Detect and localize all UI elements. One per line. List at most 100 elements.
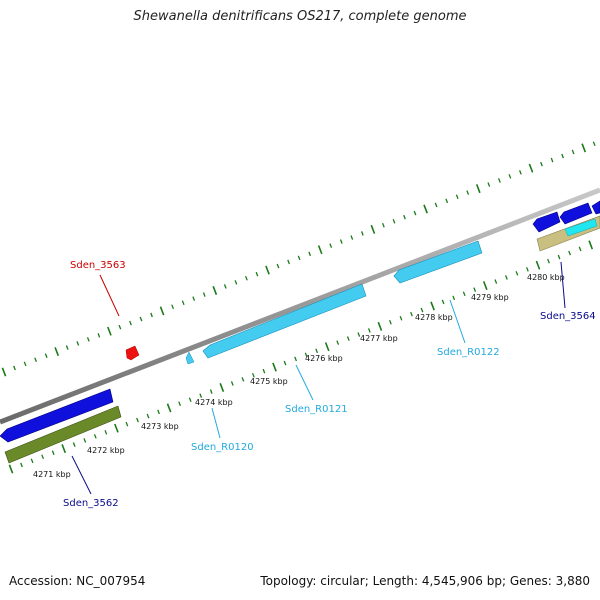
minor-tick <box>181 300 185 306</box>
minor-tick <box>350 235 354 240</box>
accession-footer: Accession: NC_007954 <box>9 574 145 588</box>
gene-features <box>0 200 600 464</box>
minor-tick <box>23 361 27 367</box>
major-tick <box>1 367 7 377</box>
major-tick <box>370 224 376 234</box>
tick-label-4276: 4276 kbp <box>305 354 343 363</box>
gene-right-blue-3[interactable] <box>591 200 600 215</box>
minor-tick <box>199 393 203 398</box>
major-tick <box>166 403 172 413</box>
major-tick <box>265 265 270 275</box>
minor-tick <box>339 239 343 244</box>
genome-backbone <box>0 187 600 425</box>
minor-tick <box>93 434 97 439</box>
minor-tick <box>97 333 101 338</box>
accession-label: Accession: <box>9 574 73 588</box>
minor-tick <box>13 365 16 371</box>
label-sden-r0120[interactable]: Sden_R0120 <box>191 442 254 453</box>
minor-tick <box>255 271 259 277</box>
major-tick <box>475 184 481 194</box>
minor-tick <box>297 255 301 261</box>
label-sden-3562[interactable]: Sden_3562 <box>63 498 119 509</box>
minor-tick <box>20 462 23 468</box>
label-sden-3563[interactable]: Sden_3563 <box>70 260 126 271</box>
tick-label-4275: 4275 kbp <box>250 377 288 386</box>
label-leaders <box>71 261 566 495</box>
major-tick <box>8 464 14 474</box>
minor-tick <box>360 231 364 236</box>
tick-label-4272: 4272 kbp <box>87 446 125 455</box>
minor-tick <box>230 381 234 386</box>
minor-tick <box>346 336 350 341</box>
gene-right-blue-1[interactable] <box>532 211 561 233</box>
major-tick <box>482 281 488 291</box>
gene-sden-3563[interactable] <box>125 345 140 361</box>
tick-label-4277: 4277 kbp <box>360 334 398 343</box>
minor-tick <box>473 287 477 292</box>
gene-sden-r0122[interactable] <box>393 240 483 284</box>
gene-right-blue-2[interactable] <box>559 202 593 225</box>
minor-tick <box>466 190 470 195</box>
minor-tick <box>136 417 139 423</box>
length-label: Length: <box>372 574 419 588</box>
label-sden-3564[interactable]: Sden_3564 <box>540 311 596 322</box>
minor-tick <box>287 259 291 265</box>
minor-tick <box>30 458 34 464</box>
minor-tick <box>294 356 298 362</box>
major-tick <box>588 240 594 250</box>
leader-sden-3564 <box>560 261 566 309</box>
minor-tick <box>76 341 80 346</box>
minor-tick <box>65 345 69 350</box>
gene-sden-r0120[interactable] <box>185 351 195 365</box>
major-tick <box>324 342 330 352</box>
tick-label-4273: 4273 kbp <box>141 422 179 431</box>
olive-feature[interactable] <box>4 405 122 464</box>
minor-tick <box>51 450 55 456</box>
major-tick <box>107 326 112 336</box>
minor-tick <box>129 320 132 326</box>
minor-tick <box>557 254 561 260</box>
label-sden-r0121[interactable]: Sden_R0121 <box>285 404 348 415</box>
minor-tick <box>504 275 508 280</box>
gene-sden-3562[interactable] <box>0 388 114 443</box>
minor-tick <box>125 421 129 427</box>
minor-tick <box>540 161 543 167</box>
leader-sden-3563 <box>99 274 120 317</box>
genome-stats-footer: Topology: circular; Length: 4,545,906 bp… <box>260 574 590 588</box>
minor-tick <box>441 299 445 305</box>
minor-tick <box>592 141 596 147</box>
minor-tick <box>420 307 424 313</box>
gene-name-labels: Sden_3563 Sden_3562 Sden_R0120 Sden_R012… <box>63 260 596 509</box>
minor-tick <box>445 198 449 204</box>
major-tick <box>212 286 218 295</box>
minor-tick <box>578 246 582 252</box>
minor-tick <box>146 413 150 419</box>
minor-tick <box>83 438 87 443</box>
leader-sden-r0121 <box>295 364 314 401</box>
minor-tick <box>202 292 206 297</box>
upper-tick-track <box>1 141 596 377</box>
minor-tick <box>381 222 385 228</box>
length-value: 4,545,906 bp <box>421 574 502 588</box>
minor-tick <box>251 372 255 378</box>
label-sden-r0122[interactable]: Sden_R0122 <box>437 347 500 358</box>
minor-tick <box>44 353 48 359</box>
minor-tick <box>392 218 396 224</box>
cyan-feature[interactable] <box>564 218 598 237</box>
major-tick <box>159 306 165 316</box>
minor-tick <box>434 202 438 208</box>
major-tick <box>528 163 534 173</box>
minor-tick <box>494 279 498 284</box>
minor-tick <box>234 280 238 285</box>
major-tick <box>272 362 277 372</box>
topology-label: Topology: <box>260 574 317 588</box>
gene-sden-r0121[interactable] <box>202 283 367 359</box>
minor-tick <box>403 214 406 220</box>
major-tick <box>219 383 225 392</box>
leader-sden-r0122 <box>449 299 466 344</box>
minor-tick <box>410 311 413 317</box>
minor-tick <box>518 170 522 175</box>
minor-tick <box>150 312 153 318</box>
